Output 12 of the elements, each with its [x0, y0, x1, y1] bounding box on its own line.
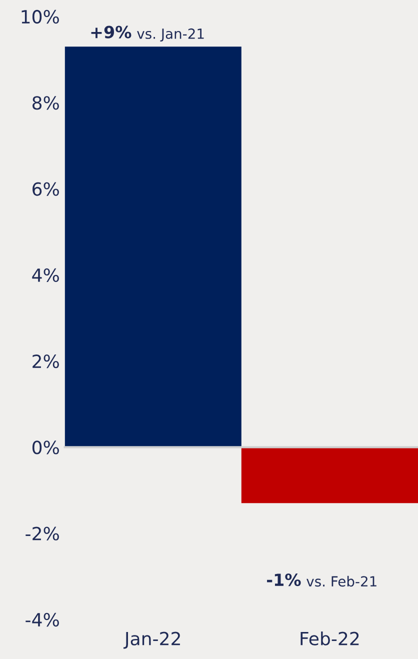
y-tick-label: -4%	[26, 612, 59, 627]
y-tick-label: -2%	[26, 526, 59, 540]
annotation: -1% vs. Feb-21	[267, 573, 376, 587]
y-tick-label: 6%	[32, 182, 59, 196]
y-tick-label: 8%	[32, 96, 59, 110]
y-tick-label: 4%	[32, 268, 59, 282]
y-tick-label: 10%	[22, 10, 59, 24]
x-tick-label: Feb-22	[300, 631, 359, 646]
annotation: +9% vs. Jan-21	[91, 26, 204, 42]
x-tick-label: Jan-22	[123, 632, 180, 649]
y-tick-label: 0%	[32, 440, 59, 454]
y-tick-label: 2%	[32, 354, 59, 368]
